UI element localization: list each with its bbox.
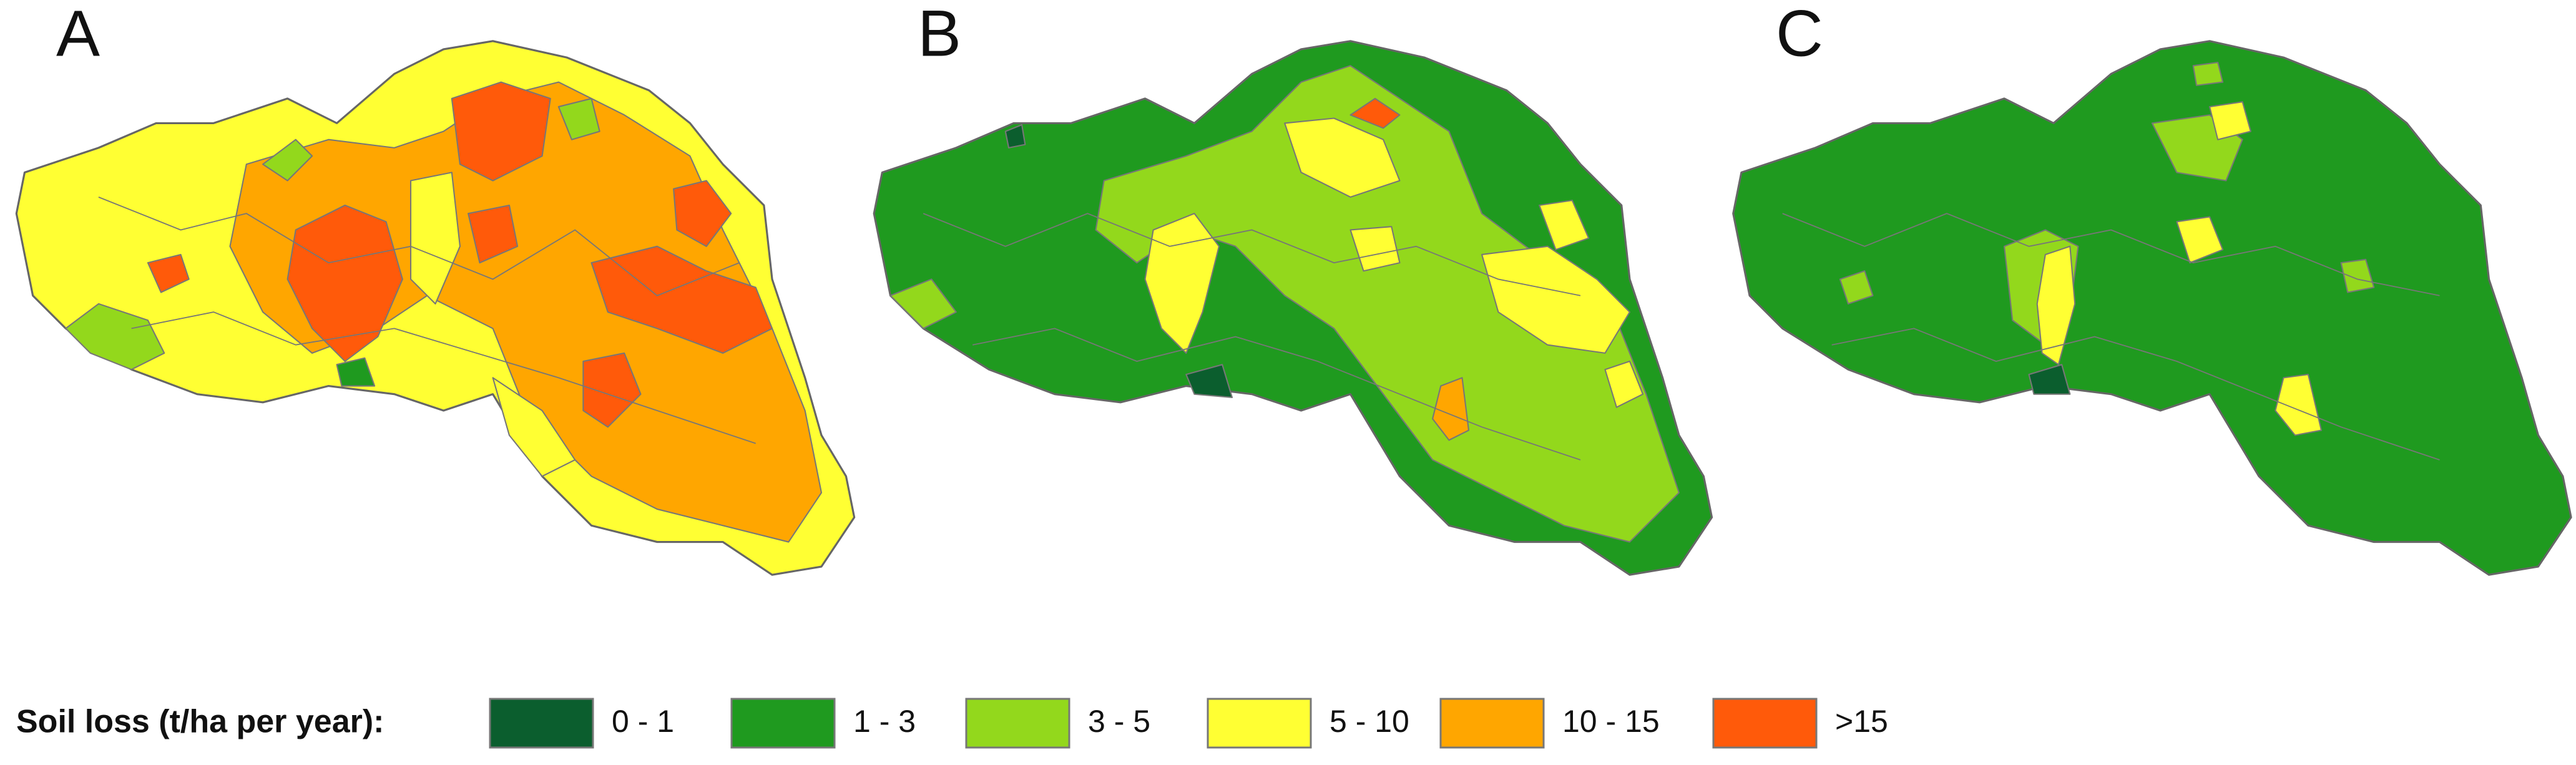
region <box>582 352 642 428</box>
region <box>286 204 403 363</box>
region <box>1432 377 1470 441</box>
legend-swatch <box>1207 698 1312 749</box>
region <box>2192 61 2224 86</box>
region <box>1732 40 2572 576</box>
panel-label: B <box>918 0 961 71</box>
region <box>1284 117 1401 198</box>
panel-label: A <box>56 0 100 71</box>
panel-label: C <box>1776 0 1823 71</box>
region <box>147 253 190 293</box>
region <box>889 278 957 329</box>
region <box>262 139 313 182</box>
map-panel <box>873 40 1713 576</box>
legend-label: >15 <box>1835 704 1888 739</box>
region <box>590 245 773 354</box>
legend-label: 5 - 10 <box>1330 704 1409 739</box>
region <box>2208 101 2251 140</box>
region <box>673 180 732 247</box>
region <box>468 204 519 264</box>
region <box>2036 245 2076 366</box>
region <box>2340 258 2375 293</box>
legend: 0 - 1 1 - 3 3 - 5 5 - 10 10 - 15 >15 <box>489 698 1888 749</box>
region <box>1839 270 1874 305</box>
legend-swatch <box>965 698 1070 749</box>
region <box>492 377 576 477</box>
map-panel <box>1732 40 2572 576</box>
legend-swatch <box>489 698 594 749</box>
region <box>409 172 461 305</box>
map-panel <box>15 40 856 576</box>
legend-swatch <box>1439 698 1545 749</box>
region <box>336 357 376 387</box>
region <box>451 81 551 182</box>
region <box>1604 360 1644 408</box>
region <box>1095 65 1680 543</box>
region <box>557 97 600 140</box>
region <box>1539 200 1590 251</box>
legend-label: 3 - 5 <box>1088 704 1150 739</box>
legend-label: 10 - 15 <box>1562 704 1660 739</box>
legend-swatch <box>1712 698 1818 749</box>
region <box>65 303 165 371</box>
region <box>1004 124 1026 149</box>
legend-title: Soil loss (t/ha per year): <box>16 704 384 740</box>
region <box>1349 97 1401 129</box>
region <box>2176 216 2224 264</box>
region <box>2275 374 2323 436</box>
legend-label: 1 - 3 <box>853 704 916 739</box>
region <box>1144 213 1220 354</box>
legend-swatch <box>730 698 836 749</box>
region <box>1481 245 1630 354</box>
region <box>1185 364 1233 398</box>
region <box>2028 364 2071 395</box>
legend-label: 0 - 1 <box>612 704 674 739</box>
